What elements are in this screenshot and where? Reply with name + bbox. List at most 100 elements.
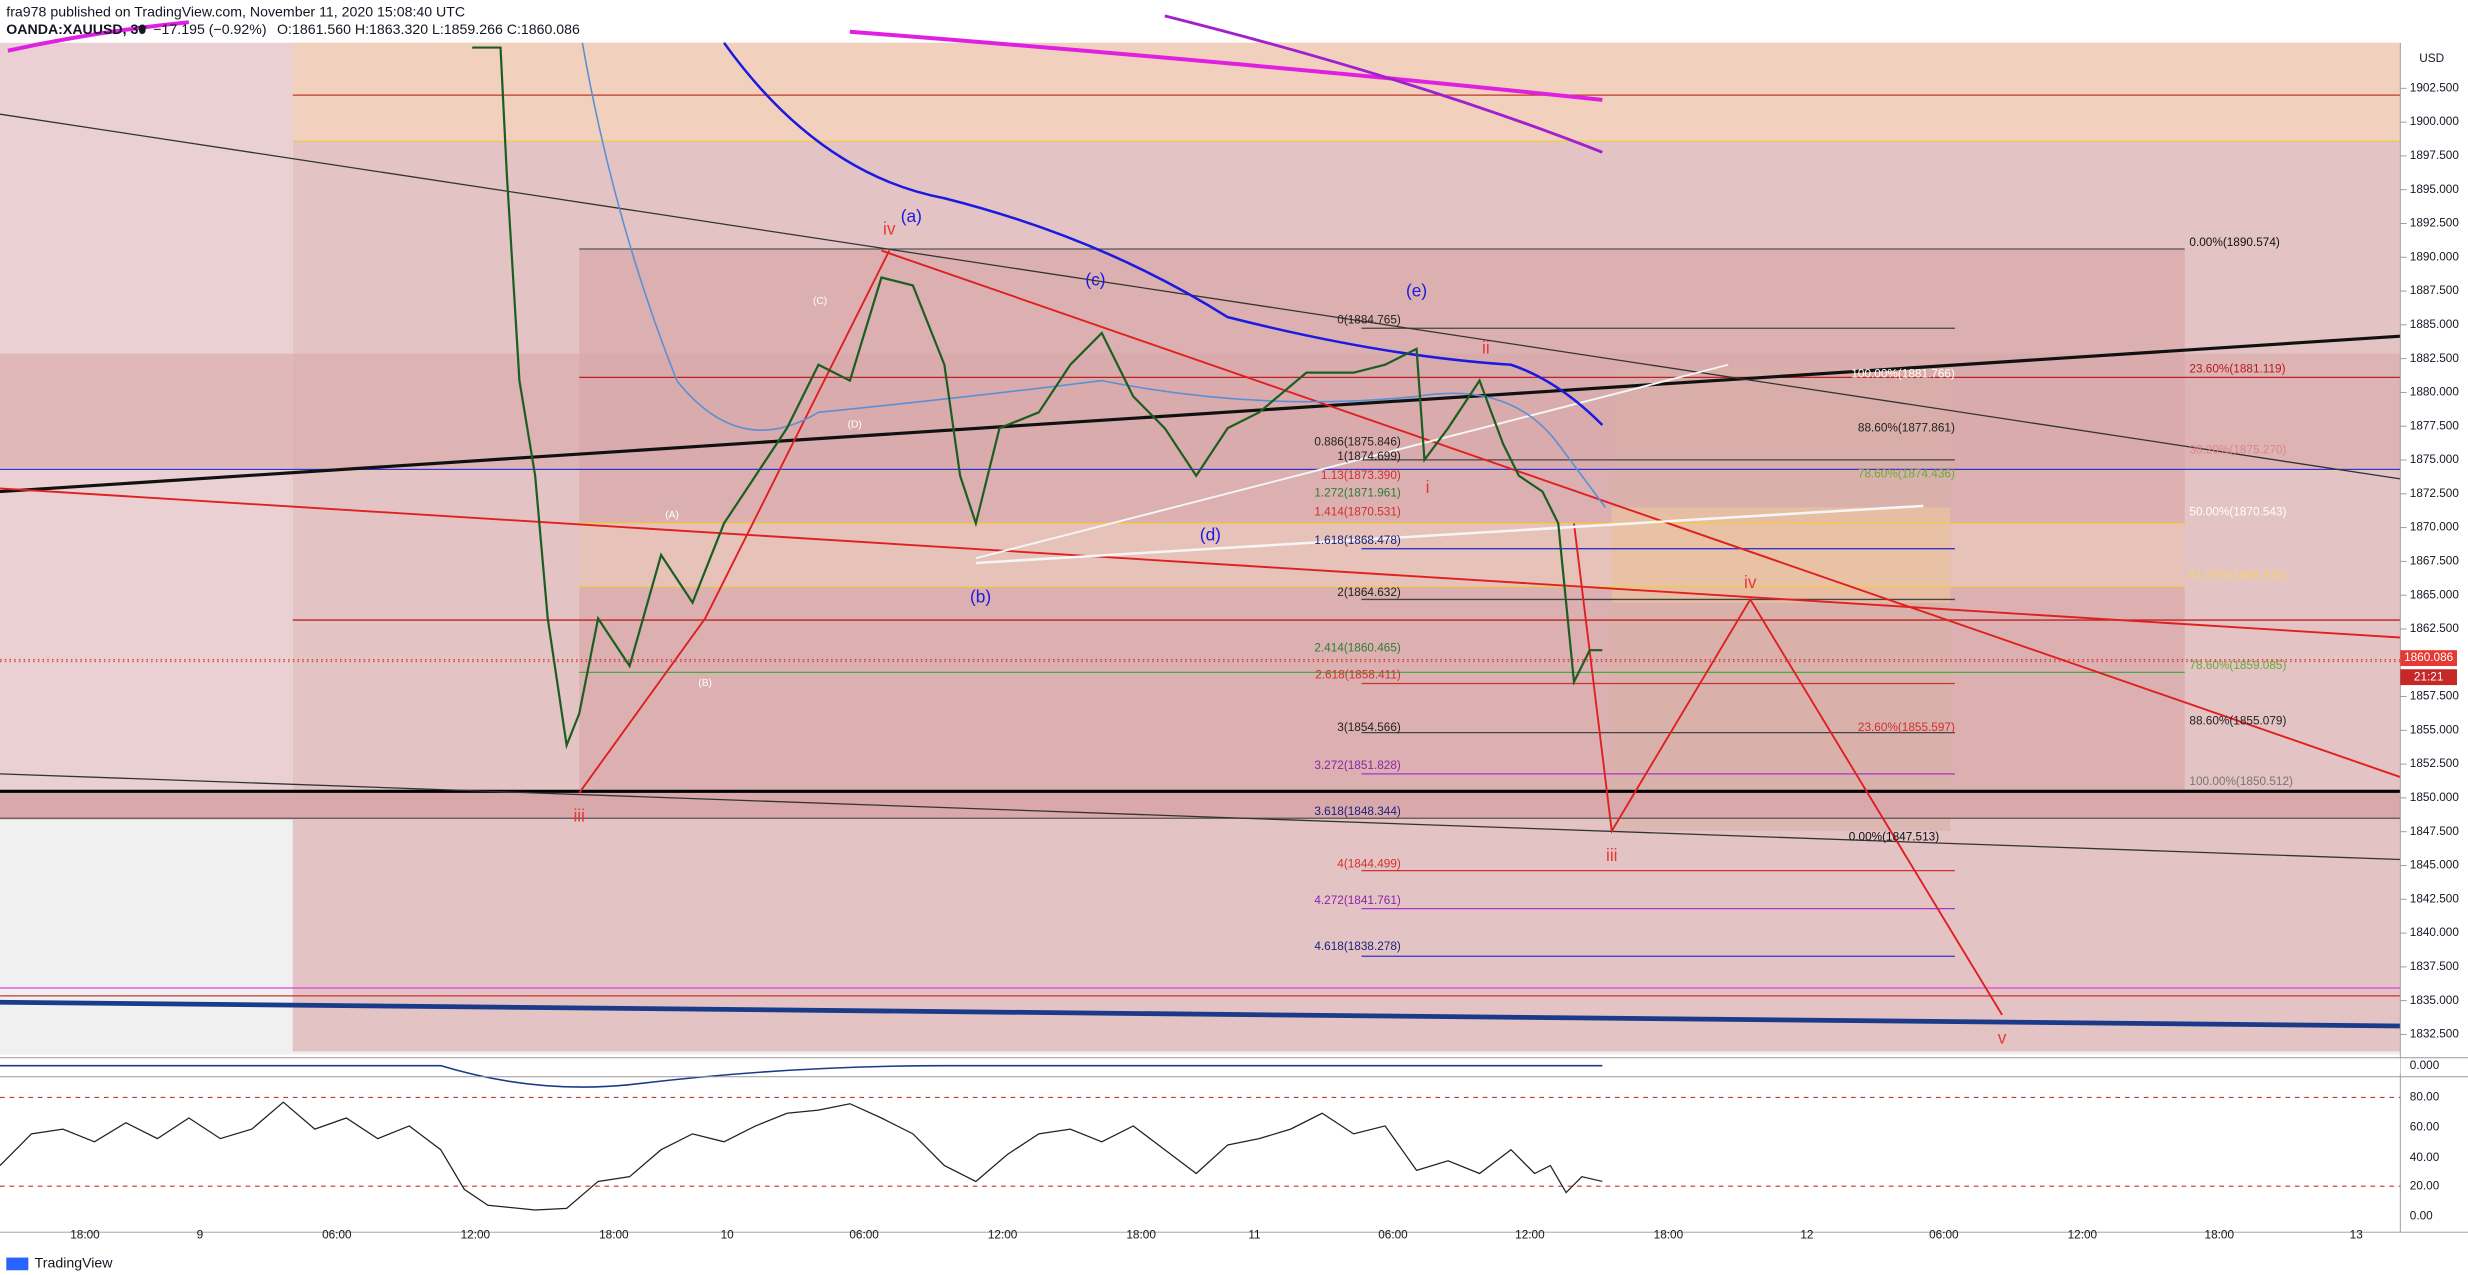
fib-label: 0(1884.765): [1337, 312, 1401, 326]
time-label: 06:00: [849, 1227, 879, 1241]
wave-label: (a): [901, 206, 922, 226]
fib-label: 1.414(1870.531): [1314, 504, 1401, 518]
fib-label: 3.272(1851.828): [1314, 758, 1401, 772]
symbol: OANDA:XAUUSD, 30: [6, 22, 146, 38]
price-tick-label: 1842.500: [2410, 891, 2460, 905]
rsi-tick-label: 40.00: [2410, 1150, 2440, 1164]
wave-label: iii: [573, 805, 585, 825]
last-price: 1860.086: [2404, 650, 2454, 664]
price-tick-label: 1832.500: [2410, 1027, 2460, 1041]
price-tick-label: 1897.500: [2410, 148, 2460, 162]
fib-label: 23.60%(1855.597): [1858, 720, 1955, 734]
rsi-tick-label: 0.00: [2410, 1208, 2433, 1222]
fib-label: 0.00%(1890.574): [2189, 235, 2279, 249]
price-tick-label: 1852.500: [2410, 756, 2460, 770]
wave-label: v: [1998, 1027, 2007, 1047]
fib-label: 78.60%(1859.085): [2189, 658, 2286, 672]
fib-label: 2(1864.632): [1337, 585, 1401, 599]
price-tick-label: 1887.500: [2410, 283, 2460, 297]
price-tick-label: 1892.500: [2410, 216, 2460, 230]
wave-label: ii: [1482, 337, 1490, 357]
price-tick-label: 1857.500: [2410, 689, 2460, 703]
countdown: 21:21: [2414, 669, 2443, 683]
fib-label: 1.272(1871.961): [1314, 485, 1401, 499]
wave-label: iv: [883, 218, 896, 238]
price-tick-label: 1872.500: [2410, 486, 2460, 500]
price-tick-label: 1865.000: [2410, 587, 2460, 601]
time-label: 18:00: [599, 1227, 629, 1241]
wave-label: iii: [1606, 845, 1618, 865]
price-tick-label: 1850.000: [2410, 790, 2460, 804]
time-label: 12:00: [461, 1227, 491, 1241]
fib-label: 1.618(1868.478): [1314, 533, 1401, 547]
macd-line: [0, 1064, 1603, 1088]
time-label: 06:00: [1929, 1227, 1959, 1241]
time-label: 9: [197, 1227, 204, 1241]
wave-label: i: [1426, 477, 1430, 497]
fib-label: 23.60%(1881.119): [2189, 362, 2285, 376]
levels: [0, 94, 2401, 997]
fib-label: 61.80%(1865.816): [2189, 568, 2286, 582]
time-label: 18:00: [70, 1227, 100, 1241]
zone: [292, 42, 2401, 142]
time-label: 18:00: [2205, 1227, 2235, 1241]
price-tick-label: 1885.000: [2410, 317, 2460, 331]
rsi-tick-label: 20.00: [2410, 1178, 2440, 1192]
fib-label: 100.00%(1881.766): [1851, 366, 1955, 380]
countdown-badge: [2400, 669, 2457, 686]
wave-label: (D): [848, 420, 862, 431]
price-tick-label: 1882.500: [2410, 351, 2460, 365]
wave-label: (B): [698, 678, 712, 689]
price-axis: [2400, 42, 2468, 1233]
footer-brand: TradingView: [35, 1256, 114, 1272]
fib-label: 1(1874.699): [1337, 449, 1401, 463]
fib-label: 100.00%(1850.512): [2189, 774, 2293, 788]
price-tick-label: 1835.000: [2410, 993, 2460, 1007]
fib-label: 88.60%(1855.079): [2189, 714, 2286, 728]
price-tick-label: 1845.000: [2410, 858, 2460, 872]
time-label: 06:00: [1378, 1227, 1408, 1241]
price-tick-label: 1862.500: [2410, 621, 2460, 635]
time-label: 12: [1800, 1227, 1813, 1241]
wave-label: (A): [665, 510, 679, 521]
wave-label: (c): [1085, 269, 1105, 289]
price-tick-label: 1895.000: [2410, 182, 2460, 196]
fib-label: 1.13(1873.390): [1321, 468, 1401, 482]
currency: USD: [2419, 51, 2444, 65]
time-label: 12:00: [2068, 1227, 2098, 1241]
price-tick-label: 1890.000: [2410, 249, 2460, 263]
fib-label: 50.00%(1870.543): [2189, 504, 2286, 518]
fib-label: 4.272(1841.761): [1314, 893, 1401, 907]
wave-label: (b): [970, 586, 991, 606]
fib-label: 88.60%(1877.861): [1858, 420, 1955, 434]
fib-label: 4.618(1838.278): [1314, 939, 1401, 953]
fib-label: 0.00%(1847.513): [1849, 829, 1939, 843]
price-tick-label: 1877.500: [2410, 418, 2460, 432]
price-tick-label: 1855.000: [2410, 722, 2460, 736]
fib-label: 3.618(1848.344): [1314, 804, 1401, 818]
time-label: 18:00: [1126, 1227, 1156, 1241]
price-path: [472, 46, 1603, 750]
ohlc: O:1861.560 H:1863.320 L:1859.266 C:1860.…: [277, 22, 580, 38]
time-label: 13: [2350, 1227, 2364, 1241]
last-price-badge: [2400, 650, 2457, 667]
rsi-tick-label: 60.00: [2410, 1120, 2440, 1134]
wave-label: (C): [813, 296, 827, 307]
trend-lines: [0, 14, 2401, 1029]
wave-label: (e): [1406, 280, 1427, 300]
wave-label: iv: [1744, 572, 1757, 592]
price-tick-label: 1867.500: [2410, 553, 2460, 567]
time-label: 06:00: [322, 1227, 352, 1241]
price-tick-label: 1880.000: [2410, 385, 2460, 399]
time-label: 12:00: [988, 1227, 1018, 1241]
rsi-tick-label: 80.00: [2410, 1089, 2440, 1103]
fib-label: 2.414(1860.465): [1314, 641, 1401, 655]
fib-label: 0.886(1875.846): [1314, 435, 1401, 449]
time-label: 11: [1248, 1227, 1260, 1241]
logo: [6, 1257, 29, 1271]
wave-label: (d): [1200, 525, 1221, 545]
author-line: fra978 published on TradingView.com, Nov…: [6, 4, 465, 20]
price-tick-label: 1840.000: [2410, 925, 2460, 939]
